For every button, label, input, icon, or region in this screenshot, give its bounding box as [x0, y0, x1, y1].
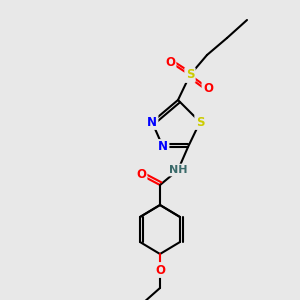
Text: N: N [147, 116, 157, 128]
Text: N: N [158, 140, 168, 154]
Text: O: O [136, 169, 146, 182]
Text: O: O [203, 82, 213, 94]
Text: NH: NH [169, 165, 187, 175]
Text: O: O [155, 263, 165, 277]
Text: S: S [196, 116, 204, 128]
Text: O: O [165, 56, 175, 68]
Text: S: S [186, 68, 194, 82]
